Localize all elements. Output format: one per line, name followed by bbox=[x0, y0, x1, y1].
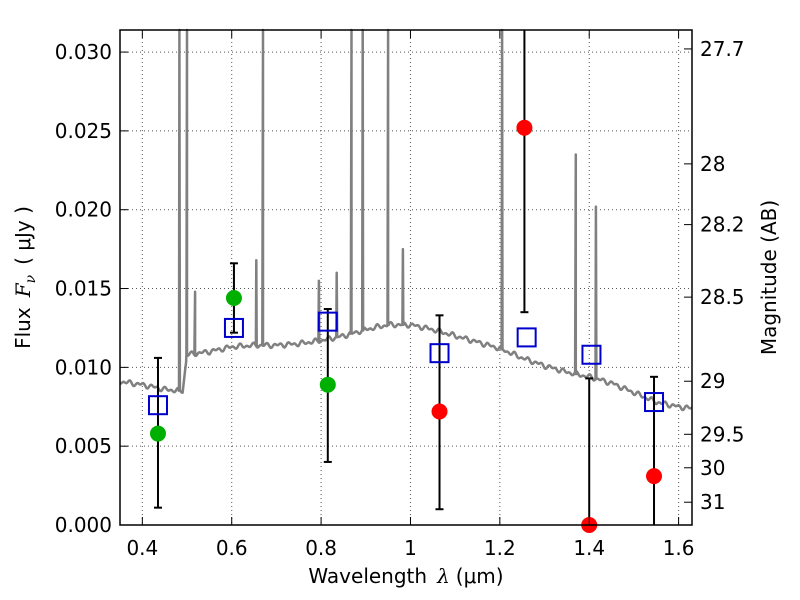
x-tick-label: 1.4 bbox=[573, 536, 605, 560]
tick-layer: 0.4 0.6 0.8 1 1.2 1.4 1.6 0.000 0.005 0.010 0.015 0… bbox=[55, 30, 745, 560]
y-axis-label-unit: ( μJy ) bbox=[11, 206, 35, 265]
observed-point bbox=[516, 119, 533, 136]
y2-tick-label: 31 bbox=[700, 490, 725, 514]
x-axis-label-symbol: λ bbox=[436, 564, 450, 588]
x-tick-label: 1 bbox=[404, 536, 417, 560]
grid-layer bbox=[120, 30, 692, 526]
model-square-marker bbox=[317, 311, 338, 332]
y-tick-label: 0.030 bbox=[55, 40, 112, 64]
errorbar-layer bbox=[153, 30, 659, 525]
y2-tick-label: 30 bbox=[700, 456, 725, 480]
y-tick-label: 0.020 bbox=[55, 198, 112, 222]
x-axis-label-unit: (μm) bbox=[456, 564, 504, 588]
x-tick-label: 0.8 bbox=[305, 536, 337, 560]
y-axis-label-text: Flux bbox=[11, 307, 35, 349]
x-axis-label-text: Wavelength bbox=[308, 564, 427, 588]
y2-tick-label: 28.2 bbox=[700, 213, 745, 237]
spectrum-layer bbox=[119, 28, 693, 412]
model-square-marker bbox=[147, 395, 168, 416]
y-tick-label: 0.010 bbox=[55, 355, 112, 379]
x-axis-label: Wavelength λ (μm) bbox=[308, 564, 503, 588]
y2-tick-label: 28 bbox=[700, 152, 725, 176]
spectrum-line bbox=[119, 28, 693, 412]
x-tick-label: 0.4 bbox=[126, 536, 158, 560]
x-tick-label: 1.6 bbox=[663, 536, 695, 560]
y2-tick-label: 27.7 bbox=[700, 37, 745, 61]
y2-tick-label: 28.5 bbox=[700, 285, 745, 309]
plot-frame bbox=[119, 29, 693, 526]
x-tick-label: 1.2 bbox=[484, 536, 516, 560]
observed-point bbox=[149, 425, 166, 442]
model-square-marker bbox=[223, 317, 244, 338]
y-tick-label: 0.005 bbox=[55, 434, 112, 458]
model-square-marker bbox=[581, 344, 602, 365]
model-square-marker bbox=[644, 392, 665, 413]
y-axis-label-symbol-sub: ν bbox=[23, 274, 39, 283]
y-axis-label-symbol: F bbox=[11, 282, 35, 298]
y-tick-label: 0.000 bbox=[55, 513, 112, 537]
x-tick-label: 0.6 bbox=[216, 536, 248, 560]
y-tick-label: 0.025 bbox=[55, 119, 112, 143]
y2-tick-label: 29 bbox=[700, 369, 725, 393]
observed-point bbox=[431, 403, 448, 420]
model-square-marker bbox=[516, 327, 537, 348]
y-tick-label: 0.015 bbox=[55, 277, 112, 301]
observed-point bbox=[646, 468, 663, 485]
observed-point bbox=[319, 376, 336, 393]
model-layer bbox=[147, 311, 665, 416]
y-axis-label: Flux Fν ( μJy ) bbox=[11, 206, 39, 349]
y2-axis-label: Magnitude (AB) bbox=[757, 200, 781, 355]
model-square-marker bbox=[429, 343, 450, 364]
observed-point bbox=[225, 289, 242, 306]
y2-tick-label: 29.5 bbox=[700, 422, 745, 446]
